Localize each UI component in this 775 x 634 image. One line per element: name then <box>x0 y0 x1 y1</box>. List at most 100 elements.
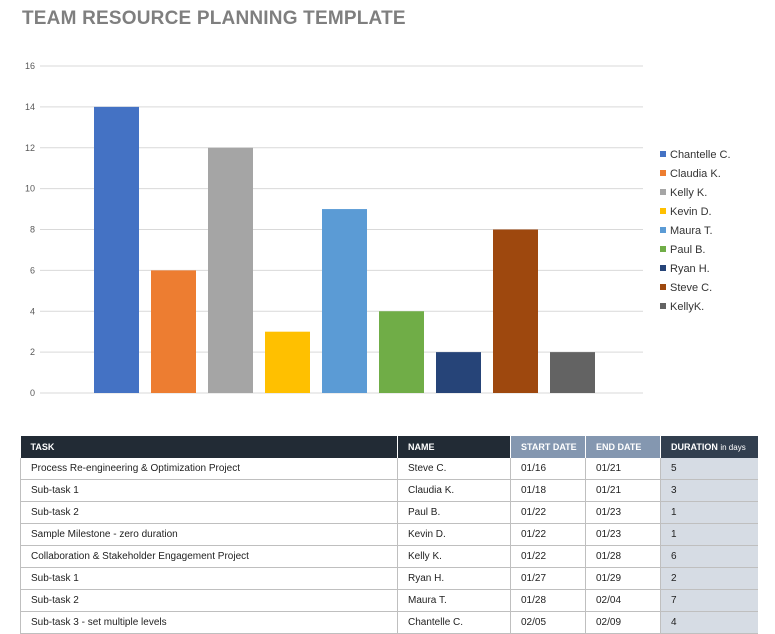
legend-item: Chantelle C. <box>660 146 731 165</box>
cell-task[interactable]: Sample Milestone - zero duration <box>20 523 398 546</box>
cell-duration[interactable]: 7 <box>660 589 758 612</box>
cell-name[interactable]: Steve C. <box>397 458 511 480</box>
y-tick-label: 14 <box>25 102 35 112</box>
cell-end[interactable]: 01/21 <box>585 479 661 502</box>
legend-item: Maura T. <box>660 222 731 241</box>
cell-name[interactable]: Paul B. <box>397 501 511 524</box>
chart-y-axis: 0 2 4 6 8 10 12 14 16 <box>25 61 35 398</box>
cell-end[interactable]: 01/29 <box>585 567 661 590</box>
task-table-header: TASK NAME START DATE END DATE DURATION i… <box>20 436 758 458</box>
bar-claudia-k <box>151 270 196 393</box>
header-name: NAME <box>397 436 511 458</box>
legend-swatch <box>660 284 666 291</box>
legend-item: KellyK. <box>660 298 731 317</box>
cell-name[interactable]: Claudia K. <box>397 479 511 502</box>
cell-duration[interactable]: 4 <box>660 611 758 634</box>
cell-task[interactable]: Sub-task 1 <box>20 479 398 502</box>
table-row[interactable]: Sub-task 2 Maura T. 01/28 02/04 7 <box>20 589 758 612</box>
legend-label: Maura T. <box>670 225 713 237</box>
legend-item: Kelly K. <box>660 184 731 203</box>
cell-duration[interactable]: 1 <box>660 523 758 546</box>
legend-label: Kevin D. <box>670 206 712 218</box>
y-tick-label: 10 <box>25 184 35 194</box>
cell-duration[interactable]: 6 <box>660 545 758 568</box>
cell-name[interactable]: Maura T. <box>397 589 511 612</box>
cell-name[interactable]: Kevin D. <box>397 523 511 546</box>
legend-item: Steve C. <box>660 279 731 298</box>
legend-label: Kelly K. <box>670 187 708 199</box>
y-tick-label: 8 <box>30 225 35 235</box>
cell-start[interactable]: 01/28 <box>510 589 586 612</box>
table-row[interactable]: Sub-task 2 Paul B. 01/22 01/23 1 <box>20 501 758 524</box>
table-row[interactable]: Sub-task 3 - set multiple levels Chantell… <box>20 611 758 634</box>
chart-bars <box>94 106 595 393</box>
cell-start[interactable]: 01/27 <box>510 567 586 590</box>
cell-task[interactable]: Sub-task 1 <box>20 567 398 590</box>
legend-label: Chantelle C. <box>670 149 731 161</box>
cell-duration[interactable]: 2 <box>660 567 758 590</box>
cell-start[interactable]: 01/22 <box>510 501 586 524</box>
resource-bar-chart: 0 2 4 6 8 10 12 14 16 <box>25 61 643 398</box>
legend-label: Steve C. <box>670 282 713 294</box>
bar-paul-b <box>379 311 424 393</box>
cell-duration[interactable]: 3 <box>660 479 758 502</box>
bar-kellyk <box>550 352 595 393</box>
legend-label: Paul B. <box>670 244 706 256</box>
legend-swatch <box>660 265 666 272</box>
bar-maura-t <box>322 209 367 393</box>
cell-start[interactable]: 01/22 <box>510 523 586 546</box>
header-end-date: END DATE <box>585 436 661 458</box>
legend-label: KellyK. <box>670 301 705 313</box>
header-duration-label: DURATION <box>671 442 718 452</box>
cell-task[interactable]: Collaboration & Stakeholder Engagement P… <box>20 545 398 568</box>
cell-task[interactable]: Sub-task 3 - set multiple levels <box>20 611 398 634</box>
y-tick-label: 12 <box>25 143 35 153</box>
cell-end[interactable]: 01/28 <box>585 545 661 568</box>
header-duration-unit: in days <box>720 443 746 452</box>
header-task: TASK <box>20 436 398 458</box>
cell-start[interactable]: 01/22 <box>510 545 586 568</box>
legend-swatch <box>660 170 666 177</box>
cell-start[interactable]: 01/16 <box>510 458 586 480</box>
cell-start[interactable]: 02/05 <box>510 611 586 634</box>
cell-end[interactable]: 02/04 <box>585 589 661 612</box>
cell-end[interactable]: 01/21 <box>585 458 661 480</box>
legend-item: Kevin D. <box>660 203 731 222</box>
cell-duration[interactable]: 5 <box>660 458 758 480</box>
cell-start[interactable]: 01/18 <box>510 479 586 502</box>
bar-ryan-h <box>436 352 481 393</box>
header-start-date: START DATE <box>510 436 586 458</box>
y-tick-label: 16 <box>25 61 35 71</box>
legend-swatch <box>660 227 666 234</box>
cell-task[interactable]: Sub-task 2 <box>20 589 398 612</box>
table-row[interactable]: Collaboration & Stakeholder Engagement P… <box>20 545 758 568</box>
bar-kevin-d <box>265 331 310 393</box>
cell-end[interactable]: 02/09 <box>585 611 661 634</box>
legend-swatch <box>660 151 666 158</box>
page-title: TEAM RESOURCE PLANNING TEMPLATE <box>22 8 406 29</box>
table-row[interactable]: Process Re-engineering & Optimization Pr… <box>20 458 758 480</box>
legend-swatch <box>660 246 666 253</box>
table-row[interactable]: Sample Milestone - zero duration Kevin D.… <box>20 523 758 546</box>
legend-item: Claudia K. <box>660 165 731 184</box>
legend-swatch <box>660 189 666 196</box>
cell-task[interactable]: Sub-task 2 <box>20 501 398 524</box>
task-table: TASK NAME START DATE END DATE DURATION i… <box>20 436 758 634</box>
y-tick-label: 0 <box>30 388 35 398</box>
bar-kelly-k <box>208 147 253 393</box>
cell-end[interactable]: 01/23 <box>585 523 661 546</box>
legend-swatch <box>660 303 666 310</box>
cell-duration[interactable]: 1 <box>660 501 758 524</box>
table-row[interactable]: Sub-task 1 Claudia K. 01/18 01/21 3 <box>20 479 758 502</box>
header-duration: DURATION in days <box>660 436 758 458</box>
cell-task[interactable]: Process Re-engineering & Optimization Pr… <box>20 458 398 480</box>
table-row[interactable]: Sub-task 1 Ryan H. 01/27 01/29 2 <box>20 567 758 590</box>
cell-name[interactable]: Chantelle C. <box>397 611 511 634</box>
legend-label: Ryan H. <box>670 263 710 275</box>
cell-name[interactable]: Ryan H. <box>397 567 511 590</box>
chart-legend: Chantelle C. Claudia K. Kelly K. Kevin D. Ma… <box>660 146 731 317</box>
cell-end[interactable]: 01/23 <box>585 501 661 524</box>
legend-label: Claudia K. <box>670 168 721 180</box>
cell-name[interactable]: Kelly K. <box>397 545 511 568</box>
legend-item: Ryan H. <box>660 260 731 279</box>
